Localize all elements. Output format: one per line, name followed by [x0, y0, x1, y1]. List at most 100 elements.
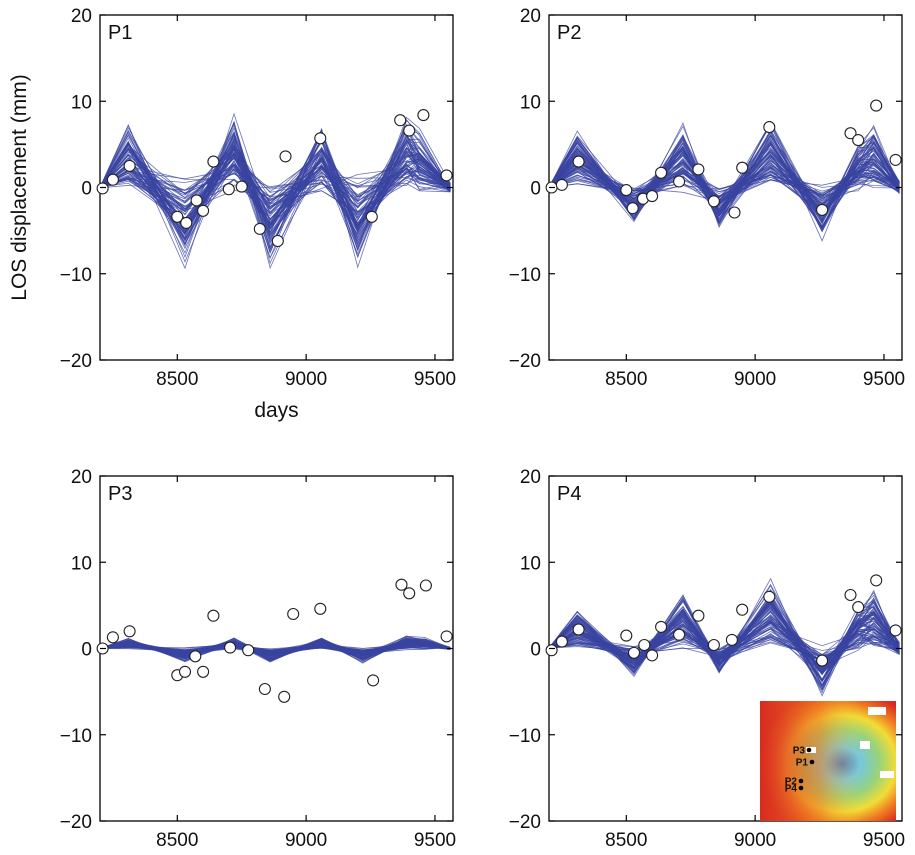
ensemble-line — [549, 607, 900, 688]
observation-point — [106, 173, 119, 186]
observation-point — [692, 163, 705, 176]
x-tick-label: 8500 — [605, 369, 647, 390]
ensemble-lines — [549, 577, 900, 697]
observation-point — [419, 579, 432, 592]
observation-point — [367, 674, 380, 687]
ensemble-lines — [100, 112, 451, 270]
y-tick-label: −20 — [60, 812, 92, 833]
observation-point — [253, 222, 266, 235]
y-tick-label: 20 — [520, 467, 541, 488]
observation-point — [673, 175, 686, 188]
observation-point — [626, 202, 639, 215]
observation-point — [197, 204, 210, 217]
ensemble-line — [549, 620, 900, 664]
x-tick-label: 9500 — [414, 369, 456, 390]
x-tick-label: 9000 — [285, 830, 327, 851]
observation-point — [620, 629, 633, 642]
ensemble-line — [549, 583, 900, 681]
x-tick-label: 9000 — [734, 369, 776, 390]
observation-point — [123, 159, 136, 172]
observation-point — [545, 644, 558, 657]
y-tick-label: 0 — [81, 640, 92, 661]
observation-point — [646, 649, 659, 662]
observation-point — [242, 644, 255, 657]
observation-point — [365, 210, 378, 223]
panel-p3: −20 −10 0 10 20 8500 9000 9500 P3 — [60, 467, 456, 851]
observation-point — [314, 602, 327, 615]
panel-p2: −20 −10 0 10 20 8500 9000 9500 P2 — [509, 6, 905, 390]
observation-point — [627, 646, 641, 659]
observation-point — [207, 155, 220, 168]
observation-point — [189, 650, 202, 663]
observation-point — [816, 654, 829, 667]
observation-point — [287, 607, 300, 621]
x-tick-label: 9500 — [863, 830, 905, 851]
observation-point — [96, 182, 109, 195]
observation-point — [870, 574, 883, 587]
y-tick-label: 20 — [71, 6, 92, 27]
y-tick-label: 10 — [520, 553, 541, 574]
x-axis-title: days — [254, 399, 298, 422]
y-tick-label: −10 — [509, 726, 541, 747]
observation-point — [440, 630, 453, 643]
inset-marker-label: P2 — [785, 777, 798, 788]
inset-map-gap — [860, 741, 870, 749]
observation-point — [728, 206, 741, 219]
inset-marker — [798, 785, 804, 791]
inset-map-gap — [880, 771, 894, 778]
observation-point — [271, 234, 284, 248]
y-tick-label: 0 — [530, 640, 541, 661]
observation-point — [178, 665, 192, 678]
observation-point — [572, 623, 585, 636]
inset-marker — [809, 759, 815, 765]
observation-point — [736, 603, 749, 616]
inset-map-gap — [868, 707, 886, 715]
ensemble-line — [549, 122, 900, 229]
x-tick-label: 9000 — [734, 830, 776, 851]
ensemble-line — [549, 591, 900, 682]
ensemble-line — [100, 635, 451, 664]
y-tick-label: 10 — [71, 92, 92, 113]
observation-point — [763, 121, 776, 134]
y-tick-label: 20 — [520, 6, 541, 27]
observation-point — [852, 134, 865, 147]
observation-point — [258, 682, 271, 696]
ensemble-line — [100, 116, 451, 254]
observation-point — [417, 109, 430, 122]
observation-point — [655, 620, 668, 633]
observation-point — [852, 601, 865, 614]
y-tick-label: 10 — [520, 92, 541, 113]
ensemble-line — [100, 123, 451, 255]
y-axis-title: LOS displacement (mm) — [8, 74, 31, 300]
observation-point — [707, 195, 720, 208]
observation-point — [572, 155, 585, 168]
x-tick-label: 8500 — [156, 830, 198, 851]
observation-point — [403, 587, 416, 600]
observation-point — [736, 161, 749, 174]
observation-point — [123, 625, 136, 638]
observation-point — [235, 180, 248, 193]
ensemble-lines — [549, 120, 900, 242]
ensemble-line — [549, 131, 900, 233]
observation-point — [725, 633, 738, 646]
ensemble-line — [549, 128, 900, 227]
inset-marker-label: P3 — [793, 746, 806, 757]
y-tick-label: −10 — [509, 265, 541, 286]
observation-point — [278, 690, 291, 703]
observation-point — [197, 665, 210, 678]
y-tick-label: 20 — [71, 467, 92, 488]
observation-point — [395, 578, 408, 591]
observation-point — [555, 635, 568, 648]
observation-point — [222, 183, 235, 196]
inset-marker-label: P1 — [796, 758, 809, 769]
y-tick-label: −20 — [509, 351, 541, 372]
observation-point — [870, 99, 883, 112]
observation-point — [655, 166, 668, 179]
observation-point — [889, 624, 902, 637]
x-tick-label: 9500 — [863, 369, 905, 390]
ensemble-line — [549, 596, 900, 692]
observation-point — [207, 609, 220, 622]
